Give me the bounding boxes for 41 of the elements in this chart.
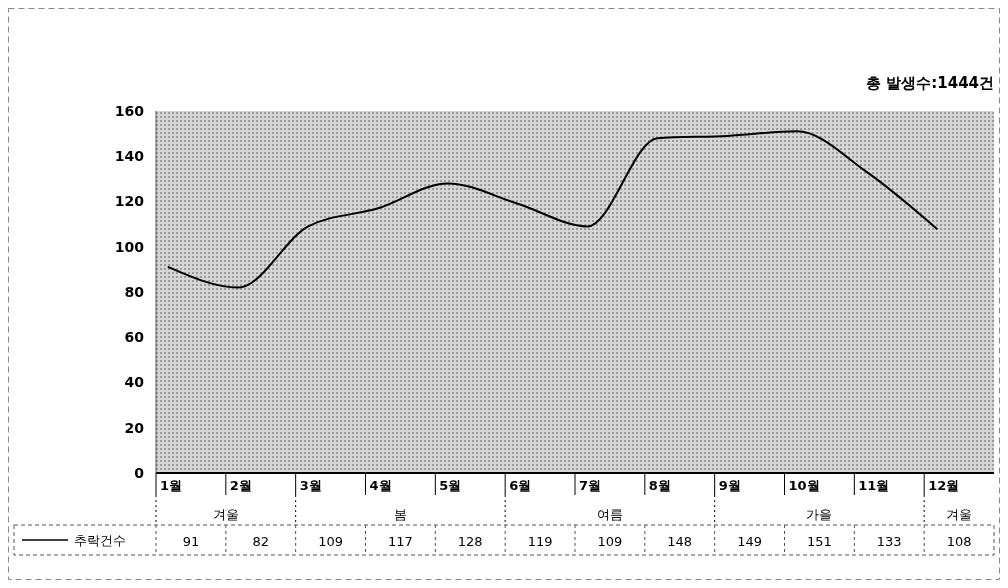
x-tick-label: 7월 <box>579 478 602 493</box>
y-tick-label: 160 <box>114 102 145 119</box>
data-label: 91 <box>182 534 200 549</box>
x-tick-label: 5월 <box>439 478 462 493</box>
y-tick-label: 80 <box>124 283 145 300</box>
data-label: 82 <box>252 534 270 549</box>
line-series <box>167 130 938 289</box>
data-label: 149 <box>737 534 762 549</box>
text: 가을 <box>806 507 833 522</box>
x-tick-label: 4월 <box>369 478 392 493</box>
y-tick-label: 140 <box>114 148 145 165</box>
x-tick-label: 8월 <box>648 478 671 493</box>
y-tick-label: 100 <box>114 238 145 255</box>
x-tick-label: 11월 <box>858 478 890 493</box>
y-tick-label: 0 <box>134 464 145 481</box>
data-label: 108 <box>946 534 972 549</box>
data-label: 119 <box>527 534 553 549</box>
data-label: 128 <box>457 534 483 549</box>
data-label: 109 <box>318 534 343 549</box>
y-tick-label: 40 <box>124 374 145 391</box>
text: 겨울 <box>212 507 239 522</box>
data-label: 148 <box>667 534 693 549</box>
text: 겨울 <box>946 507 973 522</box>
x-tick-label: 3월 <box>299 478 322 493</box>
x-tick-label: 2월 <box>229 478 252 493</box>
data-label: 109 <box>597 534 623 549</box>
y-tick-label: 20 <box>124 419 145 436</box>
text: 봄 <box>393 507 407 522</box>
legend-label: 추락건수 <box>74 533 126 548</box>
x-tick-label: 12월 <box>928 478 960 493</box>
x-tick-label: 10월 <box>788 478 820 493</box>
data-label: 133 <box>876 534 902 549</box>
chart-title: 총 발생수:1444건 <box>866 74 994 92</box>
x-tick-label: 9월 <box>718 478 741 493</box>
data-label: 117 <box>388 534 413 549</box>
y-tick-label: 120 <box>114 193 145 210</box>
x-tick-label: 1월 <box>160 478 183 493</box>
data-label: 151 <box>807 534 832 549</box>
x-tick-label: 6월 <box>509 478 532 493</box>
text: 여름 <box>596 507 623 522</box>
y-tick-label: 60 <box>124 329 145 346</box>
